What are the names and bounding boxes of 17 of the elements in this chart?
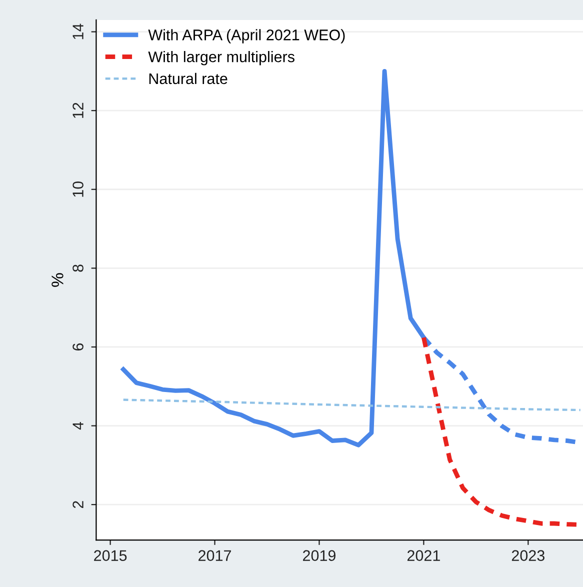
y-tick-label: 4 xyxy=(72,422,84,430)
y-axis-title: % xyxy=(52,273,64,287)
x-tick-label: 2015 xyxy=(94,550,127,561)
legend-label: With larger multipliers xyxy=(148,51,294,66)
y-tick-label: 6 xyxy=(72,343,84,350)
legend-label: With ARPA (April 2021 WEO) xyxy=(148,29,345,44)
legend-label: Natural rate xyxy=(149,72,228,84)
y-tick-label: 14 xyxy=(72,24,84,40)
x-tick-label: 2021 xyxy=(407,550,440,561)
y-tick-label: 10 xyxy=(72,181,84,197)
y-tick-label: 12 xyxy=(72,102,84,118)
y-tick-label: 8 xyxy=(72,264,84,272)
y-tick-label: 2 xyxy=(72,501,84,508)
x-tick-label: 2023 xyxy=(512,550,544,561)
x-tick-label: 2019 xyxy=(303,550,336,561)
line-series xyxy=(122,398,582,412)
x-tick-label: 2017 xyxy=(198,550,231,561)
